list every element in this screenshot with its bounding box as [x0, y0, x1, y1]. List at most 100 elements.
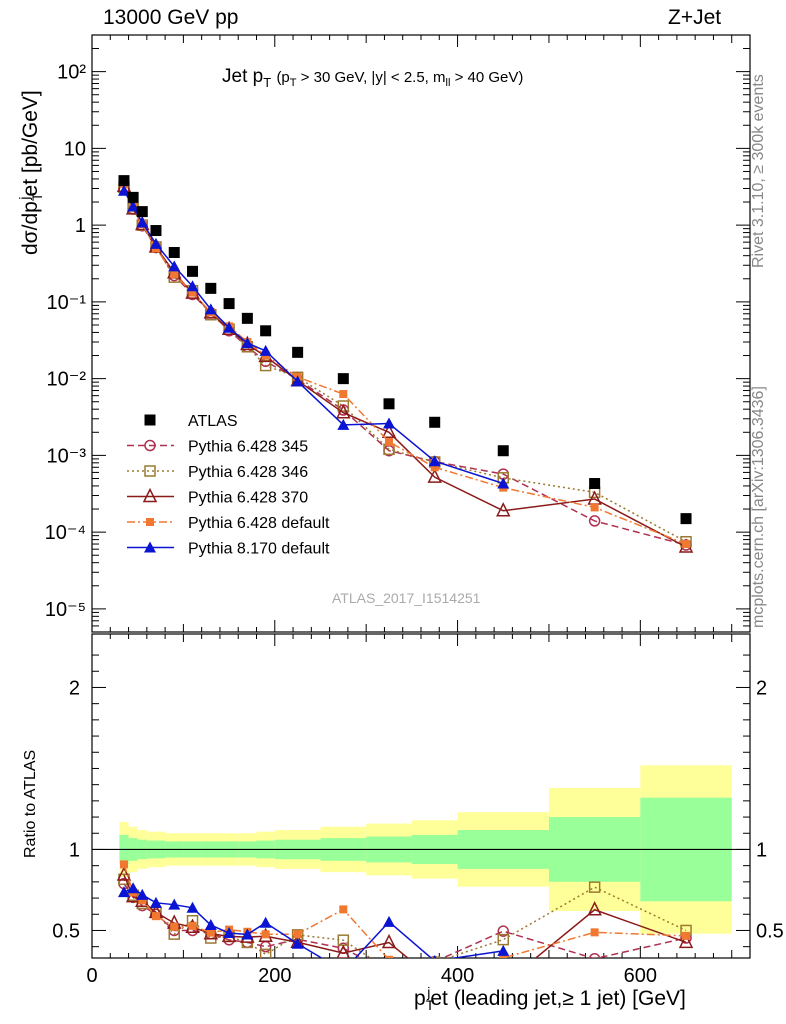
ratio-point-2 [116, 866, 132, 881]
series-point-3 [590, 503, 599, 512]
ratio-point-1 [428, 956, 441, 958]
atlas-data-point [150, 225, 162, 237]
ratio-line-3 [123, 864, 687, 958]
series-point-4 [186, 280, 199, 292]
analysis-id: ATLAS_2017_I1514251 [332, 590, 481, 606]
plot-title-main: Jet p [222, 66, 264, 87]
ratio-tick-label: 1 [69, 839, 80, 861]
ratio-point-3 [590, 928, 599, 937]
legend-label: Pythia 6.428 346 [188, 464, 308, 481]
y-tick-label: 10 [64, 138, 86, 160]
series-point-3 [170, 270, 179, 279]
x-tick-label: 400 [441, 965, 474, 987]
atlas-data-point [241, 312, 253, 324]
ratio-point-3 [293, 930, 302, 939]
ratio-point-3 [188, 921, 197, 930]
ratio-point-3 [339, 905, 348, 914]
series-point-4 [204, 303, 217, 315]
ratio-tick-label-right: 2 [756, 677, 767, 699]
ratio-point-1 [497, 933, 509, 946]
mcplots-label: mcplots.cern.ch [arXiv:1306.3436] [750, 386, 767, 628]
atlas-data-point [429, 416, 441, 428]
legend-label: ATLAS [188, 413, 238, 430]
ratio-point-3 [261, 930, 270, 939]
ratio-axis-label: Ratio to ATLAS [22, 749, 39, 858]
x-label-tail: et (leading jet,≥ 1 jet) [GeV] [430, 987, 686, 1010]
y-label-tail: et [pb/GeV] [19, 90, 42, 197]
series-point-1 [337, 400, 350, 412]
series-point-4 [136, 216, 149, 228]
plot-title-cuts-end: > 40 GeV) [450, 69, 524, 86]
series-line-4 [123, 190, 504, 485]
series-point-4 [497, 477, 510, 489]
series-point-4 [259, 344, 272, 356]
ratio-point-0 [588, 952, 601, 958]
ratio-point-4 [497, 944, 510, 956]
ratio-point-2 [336, 944, 351, 958]
series-point-2 [427, 468, 442, 483]
ratio-point-0 [384, 967, 394, 977]
ratio-point-3 [138, 896, 147, 905]
header-process: 13000 GeV pp [103, 6, 239, 29]
y-tick-label: 10⁻¹ [47, 292, 87, 314]
ratio-point-0 [497, 925, 509, 937]
legend-label: Pythia 6.428 370 [188, 490, 308, 507]
x-tick-label: 0 [86, 965, 97, 987]
x-label-sub: T [425, 997, 435, 1014]
atlas-data-point [136, 206, 148, 218]
ratio-point-2 [678, 933, 694, 949]
legend-marker [144, 465, 156, 477]
ratio-point-3 [170, 922, 179, 931]
y-tick-label: 10² [57, 62, 86, 84]
ratio-point-3 [499, 953, 508, 958]
series-point-4 [428, 455, 441, 467]
ratio-point-4 [136, 888, 149, 900]
legend-label: Pythia 6.428 default [188, 515, 330, 532]
series-point-4 [291, 375, 304, 387]
plot-title-cuts-sub: T [289, 77, 297, 89]
atlas-data-point [589, 478, 601, 490]
x-tick-label: 200 [258, 965, 291, 987]
series-point-4 [168, 260, 181, 272]
atlas-data-point [223, 298, 235, 310]
series-point-3 [430, 463, 439, 472]
plot-title: Jet pT (pT > 30 GeV, |y| < 2.5, mll > 40… [222, 66, 523, 90]
ratio-point-3 [119, 860, 128, 869]
y-axis-label: dσ/dpTjet [pb/GeV] [16, 90, 45, 255]
ratio-point-4 [117, 886, 130, 898]
series-point-4 [149, 237, 162, 249]
series-point-0 [588, 515, 601, 527]
plot-title-cuts-mid: > 30 GeV, |y| < 2.5, m [296, 69, 446, 86]
legend-label: Pythia 6.428 345 [188, 439, 308, 456]
atlas-data-point [680, 513, 692, 525]
ratio-tick-label-right: 0.5 [756, 920, 784, 942]
series-point-4 [241, 337, 254, 349]
series-point-1 [259, 359, 272, 372]
legend-marker [144, 439, 156, 452]
y-tick-label: 10⁻³ [47, 445, 87, 467]
rivet-label: Rivet 3.1.10, ≥ 300k events [750, 74, 767, 268]
series-point-4 [117, 184, 130, 196]
ratio-point-3 [431, 965, 439, 973]
x-axis-label: pTjet (leading jet,≥ 1 jet) [GeV] [414, 984, 686, 1013]
ratio-point-3 [206, 928, 215, 937]
y-tick-label: 10⁻⁴ [45, 522, 86, 544]
ratio-point-4 [383, 915, 396, 927]
ratio-tick-label: 2 [69, 677, 80, 699]
ratio-point-4 [204, 919, 217, 931]
ratio-tick-label-right: 1 [756, 839, 767, 861]
y-tick-label: 10⁻⁵ [45, 599, 86, 621]
ratio-point-4 [168, 898, 181, 910]
ratio-point-2 [381, 933, 397, 949]
y-tick-label: 10⁻² [47, 369, 87, 391]
ratio-point-4 [433, 955, 437, 958]
series-point-3 [188, 288, 197, 297]
series-point-4 [127, 200, 140, 212]
x-label-main: p [414, 987, 426, 1010]
atlas-data-point [497, 445, 509, 457]
series-point-3 [339, 390, 348, 399]
ratio-point-4 [337, 965, 349, 976]
ratio-point-4 [127, 882, 140, 894]
atlas-data-point [118, 175, 130, 187]
